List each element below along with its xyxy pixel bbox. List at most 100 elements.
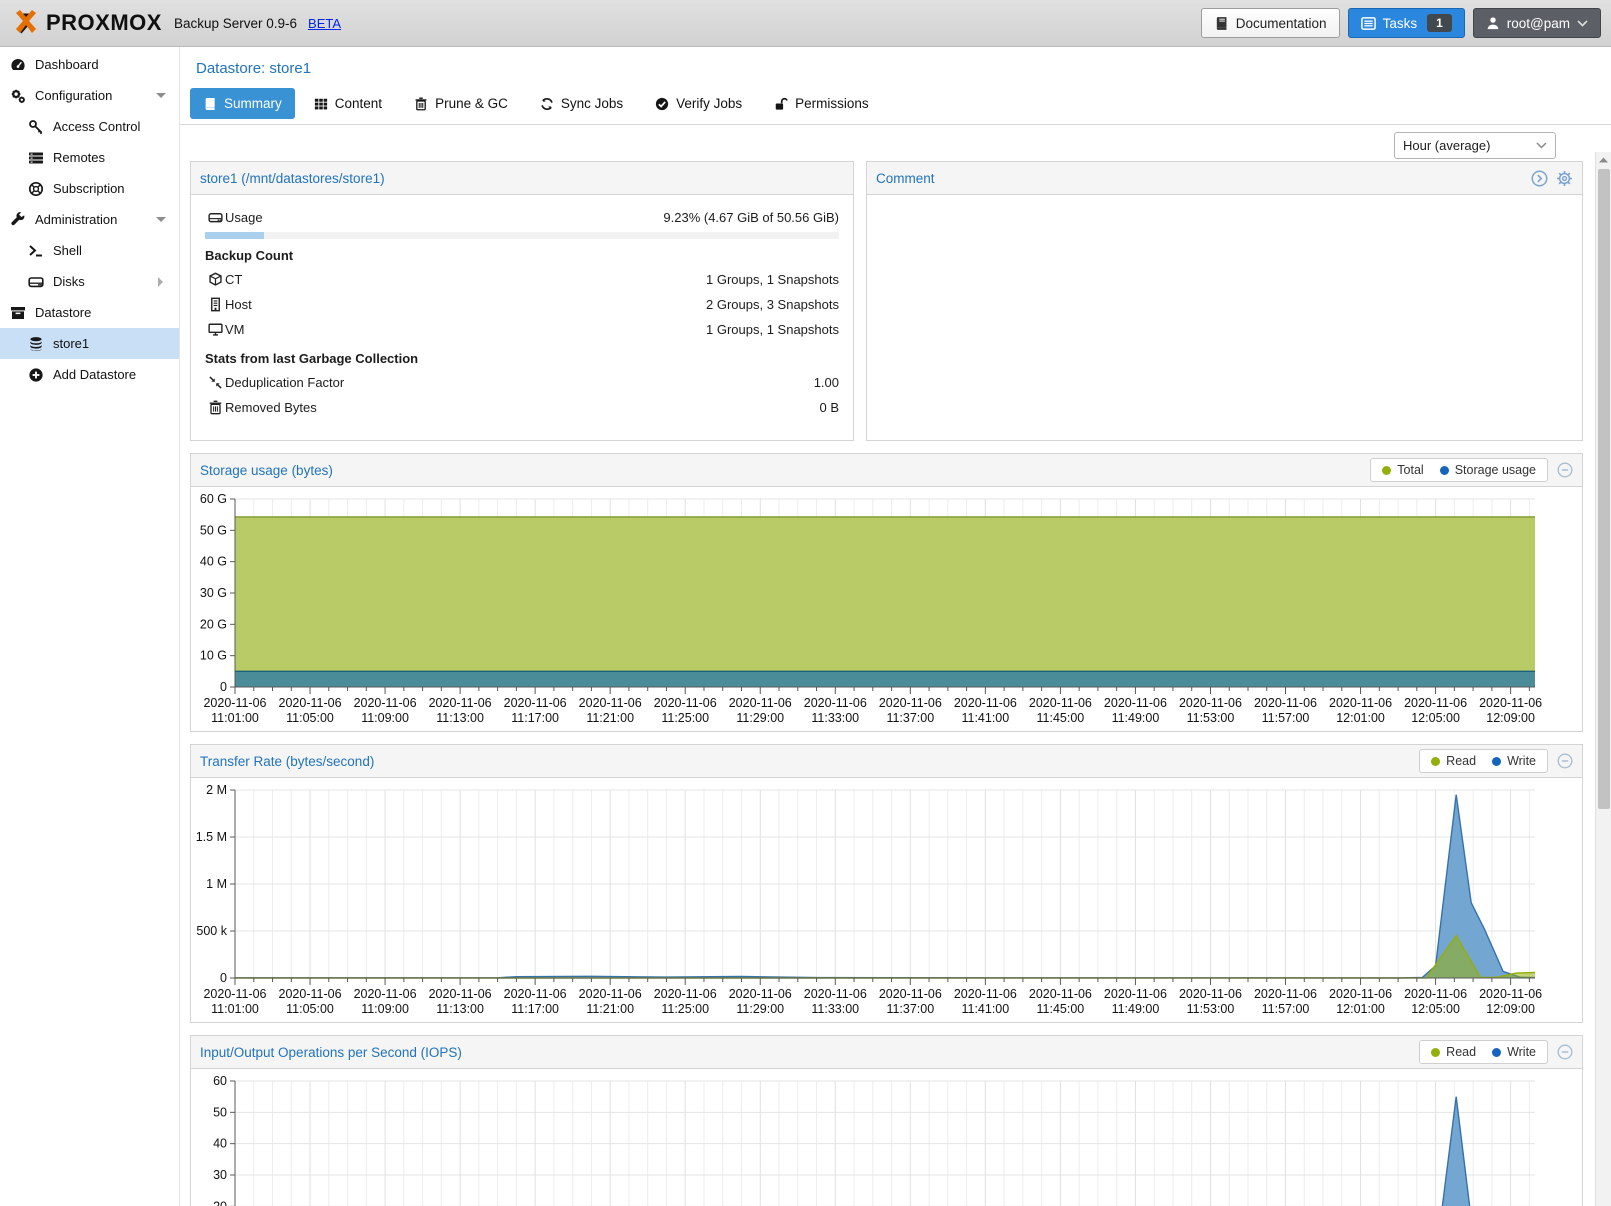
tab-summary[interactable]: Summary [190, 88, 295, 119]
circle-minus-icon[interactable] [1557, 462, 1573, 478]
usage-progress-bar [205, 232, 839, 239]
svg-text:0: 0 [220, 971, 227, 985]
svg-text:2020-11-06: 2020-11-06 [1404, 987, 1467, 1001]
tab-permissions[interactable]: Permissions [761, 88, 882, 119]
sidebar-item-label: Access Control [53, 119, 141, 134]
top-actions: Documentation Tasks 1 root@pam [1200, 8, 1601, 38]
svg-text:2020-11-06: 2020-11-06 [203, 696, 266, 710]
svg-text:20 G: 20 G [200, 617, 227, 631]
sidebar-item-store1[interactable]: store1 [0, 328, 179, 359]
svg-text:11:49:00: 11:49:00 [1112, 1002, 1160, 1016]
life-ring-icon [27, 181, 44, 197]
cube-icon [205, 272, 225, 287]
legend-item[interactable]: Total [1382, 463, 1424, 477]
top-bar: PROXMOX Backup Server 0.9-6 BETA Documen… [0, 0, 1611, 47]
svg-text:11:29:00: 11:29:00 [736, 711, 784, 725]
tab-label: Content [334, 96, 383, 111]
chevron-circle-right-icon[interactable] [1531, 170, 1548, 187]
usage-value: 9.23% (4.67 GiB of 50.56 GiB) [663, 210, 839, 225]
svg-text:11:13:00: 11:13:00 [436, 1002, 484, 1016]
row-label: VM [225, 322, 245, 337]
circle-minus-icon[interactable] [1557, 1044, 1573, 1060]
svg-text:50 G: 50 G [200, 523, 227, 537]
svg-text:2020-11-06: 2020-11-06 [579, 696, 642, 710]
dedup-factor-row: Deduplication Factor 1.00 [205, 370, 839, 395]
svg-text:11:57:00: 11:57:00 [1262, 1002, 1310, 1016]
scroll-up-icon[interactable] [1596, 152, 1611, 168]
tab-sync-jobs[interactable]: Sync Jobs [527, 88, 636, 119]
terminal-icon [27, 243, 44, 259]
database-icon [27, 336, 44, 352]
sidebar-item-dashboard[interactable]: Dashboard [0, 49, 179, 80]
tasks-button[interactable]: Tasks 1 [1347, 8, 1465, 38]
chart-legend: Read Write [1419, 1040, 1548, 1064]
chart-range-toolbar: Hour (average) [180, 125, 1611, 165]
user-menu-button[interactable]: root@pam [1472, 8, 1601, 38]
svg-text:60 G: 60 G [200, 492, 227, 506]
caret-right-icon[interactable] [152, 246, 169, 256]
sidebar-item-subscription[interactable]: Subscription [0, 173, 179, 204]
svg-text:500 k: 500 k [196, 924, 227, 938]
usage-label: Usage [225, 210, 263, 225]
tab-verify-jobs[interactable]: Verify Jobs [642, 88, 755, 119]
svg-text:2020-11-06: 2020-11-06 [804, 696, 867, 710]
svg-text:12:09:00: 12:09:00 [1486, 711, 1535, 725]
circle-minus-icon[interactable] [1557, 753, 1573, 769]
tab-label: Sync Jobs [560, 96, 624, 111]
sidebar-item-administration[interactable]: Administration [0, 204, 179, 235]
sidebar-item-disks[interactable]: Disks [0, 266, 179, 297]
backup-count-row-vm: VM 1 Groups, 1 Snapshots [205, 317, 839, 342]
scrollbar-thumb[interactable] [1598, 169, 1610, 809]
tab-content[interactable]: Content [301, 88, 395, 119]
sidebar-item-label: Subscription [53, 181, 125, 196]
svg-text:60: 60 [213, 1074, 227, 1088]
caret-down-icon[interactable] [152, 92, 169, 99]
svg-text:2020-11-06: 2020-11-06 [279, 987, 342, 1001]
legend-dot [1439, 465, 1449, 475]
svg-text:11:01:00: 11:01:00 [211, 1002, 259, 1016]
check-circle-icon [655, 97, 669, 111]
svg-text:2020-11-06: 2020-11-06 [504, 696, 567, 710]
backup-count-title: Backup Count [205, 248, 294, 263]
svg-text:11:05:00: 11:05:00 [286, 711, 334, 725]
tab-label: Verify Jobs [676, 96, 743, 111]
sidebar-item-add-datastore[interactable]: Add Datastore [0, 359, 179, 390]
vertical-scrollbar[interactable] [1595, 152, 1611, 1206]
sidebar-item-configuration[interactable]: Configuration [0, 80, 179, 111]
host-icon [205, 297, 225, 312]
row-label: CT [225, 272, 243, 287]
svg-text:11:49:00: 11:49:00 [1112, 711, 1160, 725]
svg-text:2020-11-06: 2020-11-06 [279, 696, 342, 710]
brand-name: PROXMOX [46, 10, 162, 35]
archive-icon [9, 305, 26, 321]
legend-item[interactable]: Write [1492, 754, 1536, 768]
gear-icon[interactable] [1556, 170, 1573, 187]
legend-item[interactable]: Write [1492, 1045, 1536, 1059]
sidebar-item-access-control[interactable]: Access Control [0, 111, 179, 142]
documentation-button[interactable]: Documentation [1200, 8, 1340, 38]
comment-body[interactable] [867, 195, 1582, 440]
summary-scroll-area: store1 (/mnt/datastores/store1) Usage 9.… [180, 153, 1593, 1206]
legend-item[interactable]: Read [1431, 754, 1476, 768]
svg-text:2020-11-06: 2020-11-06 [1479, 696, 1542, 710]
legend-dot [1431, 1047, 1441, 1057]
beta-link[interactable]: BETA [308, 15, 342, 31]
time-range-select[interactable]: Hour (average) [1394, 131, 1556, 159]
sidebar-item-remotes[interactable]: Remotes [0, 142, 179, 173]
legend-item[interactable]: Storage usage [1439, 463, 1536, 477]
chart-legend: Total Storage usage [1370, 458, 1548, 482]
svg-text:2020-11-06: 2020-11-06 [354, 696, 417, 710]
removed-bytes-row: Removed Bytes 0 B [205, 395, 839, 420]
key-icon [27, 119, 44, 135]
svg-text:2020-11-06: 2020-11-06 [804, 987, 867, 1001]
sidebar-item-shell[interactable]: Shell [0, 235, 179, 266]
caret-right-icon[interactable] [152, 276, 169, 287]
svg-text:11:37:00: 11:37:00 [886, 711, 934, 725]
tab-prune-gc[interactable]: Prune & GC [401, 88, 521, 119]
caret-down-icon[interactable] [152, 216, 169, 223]
svg-text:2020-11-06: 2020-11-06 [1404, 696, 1467, 710]
legend-item[interactable]: Read [1431, 1045, 1476, 1059]
book-icon [1214, 16, 1229, 31]
page-title: Datastore: store1 [196, 60, 312, 77]
sidebar-item-datastore[interactable]: Datastore [0, 297, 179, 328]
